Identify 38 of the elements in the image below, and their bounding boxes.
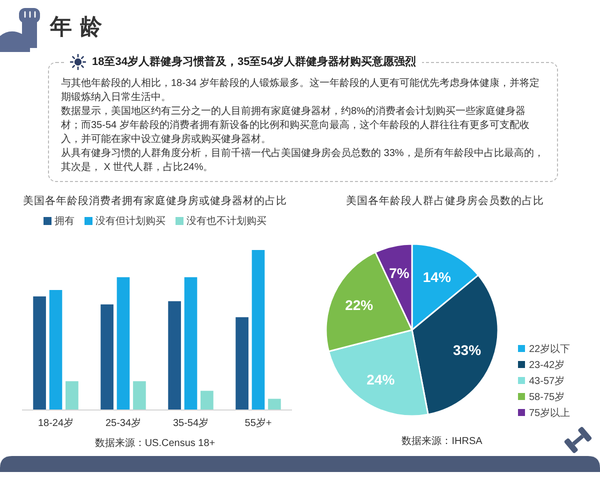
text: 与其他年龄段的人相比，18-34 岁年龄段的人锻炼最多。这一年龄段的人更有可能优先考虑身体健康，并将定期锻炼纳入日常生活中。 [61,77,540,105]
bar [168,301,181,410]
bar [49,290,62,410]
legend-label: 58-75岁 [529,391,565,403]
text: 年龄 [50,13,110,41]
text: 数据显示，美国地区约有三分之一的人目前拥有家庭健身器材，约8%的消费者会计划购买一些家庭健身器材；而35-54 岁年龄段的消费者拥有新设备的比例和购买意向最高，这个年龄段的人群往往有更多可支配收入，并可能在家中设立健身房或购买健身器材。 [61,105,530,147]
x-tick-label: 35-54岁 [172,417,209,429]
data-label: 14% [422,269,452,286]
bar [116,277,130,410]
data-label: 7% [389,264,410,281]
legend-label: 没有也不计划购买 [186,215,266,227]
source-note: 数据来源：US.Census 18+ [94,437,216,449]
chart-title: 美国各年龄段人群占健身房会员数的占比 [346,194,544,207]
legend-label: 没有但计划购买 [96,215,166,227]
legend-label: 43-57岁 [529,375,565,387]
legend-label: 23-42岁 [529,359,565,371]
bar [268,398,281,410]
bar [33,296,46,410]
legend-label: 22岁以下 [529,343,570,355]
x-tick-label: 55岁+ [244,417,272,429]
text: 从具有健身习惯的人群角度分析，目前千禧一代占美国健身房会员总数的 33%，是所有年龄段中占比最高的，其次是， X 世代人群，占比24%。 [61,147,545,175]
bar [236,317,248,410]
x-tick-label: 18-24岁 [38,417,74,429]
legend-label: 拥有 [54,215,74,227]
bar [66,381,78,410]
bar [133,381,146,410]
bar [184,277,198,410]
data-label: 22% [345,297,374,314]
data-label: 33% [453,342,482,358]
bar [100,304,114,410]
text: 18至34岁人群健身习惯普及，35至54岁人群健身器材购买意愿强烈 [92,54,416,70]
bar [252,250,265,410]
data-label: 24% [366,371,396,388]
chart-title: 美国各年龄段消费者拥有家庭健身房或健身器材的占比 [23,194,287,207]
x-tick-label: 25-34岁 [105,417,142,429]
bar [200,390,214,410]
legend-label: 75岁以上 [529,407,570,419]
source-note: 数据来源：IHRSA [402,435,483,447]
